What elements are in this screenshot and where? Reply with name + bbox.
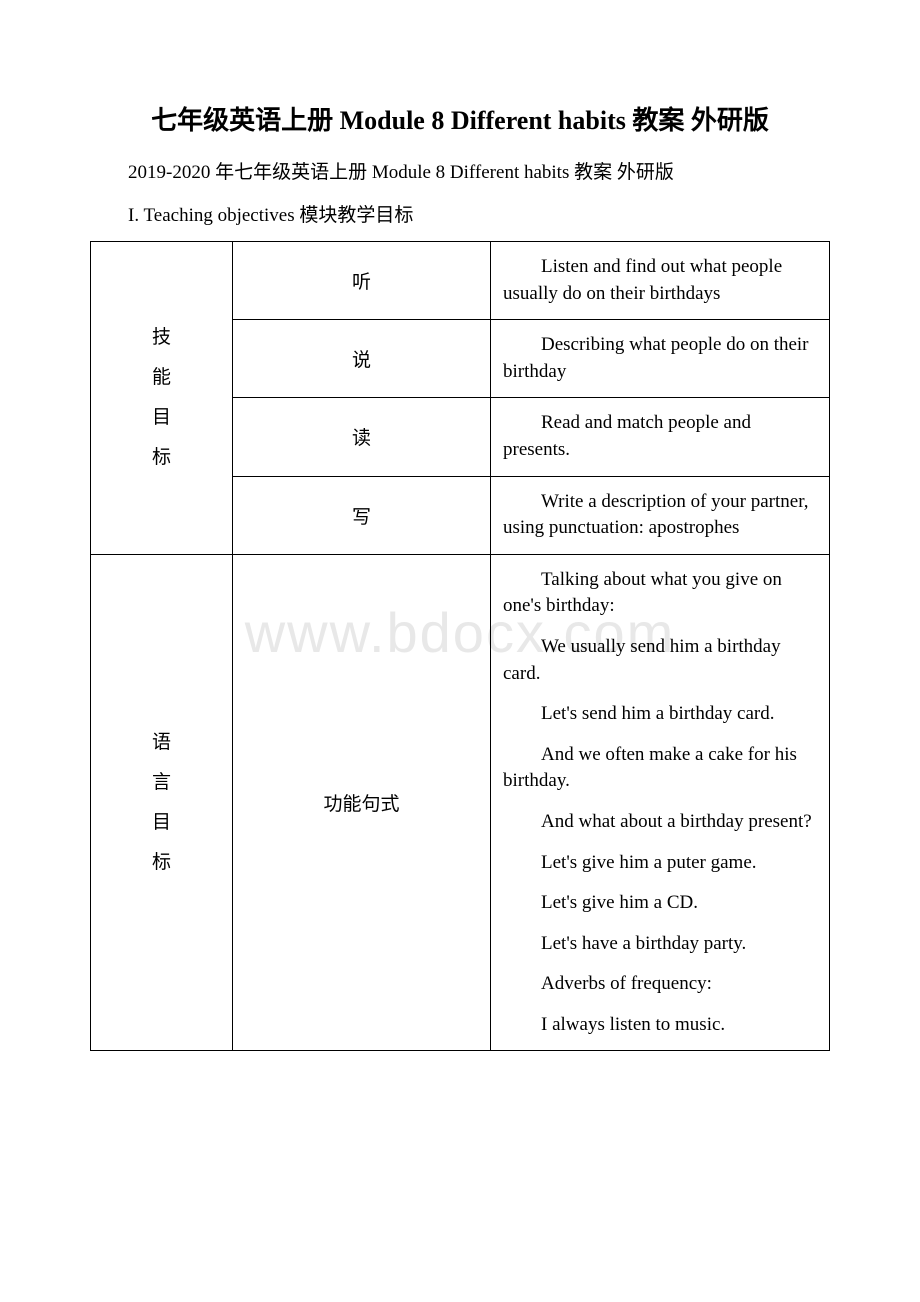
content-paragraph: Listen and find out what people usually … (503, 254, 817, 307)
skill-speak-content: Describing what people do on their birth… (491, 320, 830, 398)
content-paragraph: Read and match people and presents. (503, 410, 817, 463)
function-sentence-label: 功能句式 (233, 554, 491, 1051)
label-char: 标 (99, 438, 224, 478)
section-header: I. Teaching objectives 模块教学目标 (90, 200, 830, 227)
label-char: 技 (99, 318, 224, 358)
skill-write-label: 写 (233, 476, 491, 554)
skill-listen-label: 听 (233, 242, 491, 320)
content-paragraph: And what about a birthday present? (503, 809, 817, 836)
page-title: 七年级英语上册 Module 8 Different habits 教案 外研版 (90, 100, 830, 137)
function-sentence-content: Talking about what you give on one's bir… (491, 554, 830, 1051)
skill-objectives-label: 技 能 目 标 (91, 242, 233, 555)
skill-read-label: 读 (233, 398, 491, 476)
skill-speak-label: 说 (233, 320, 491, 398)
table-row: 技 能 目 标 听 Listen and find out what peopl… (91, 242, 830, 320)
content-paragraph: Let's send him a birthday card. (503, 701, 817, 728)
label-char: 语 (99, 723, 224, 763)
label-char: 目 (99, 803, 224, 843)
content-paragraph: Adverbs of frequency: (503, 971, 817, 998)
skill-write-content: Write a description of your partner, usi… (491, 476, 830, 554)
content-paragraph: Write a description of your partner, usi… (503, 489, 817, 542)
content-paragraph: We usually send him a birthday card. (503, 634, 817, 687)
content-paragraph: And we often make a cake for his birthda… (503, 742, 817, 795)
content-paragraph: Talking about what you give on one's bir… (503, 567, 817, 620)
content-paragraph: Let's give him a puter game. (503, 850, 817, 877)
content-paragraph: Let's give him a CD. (503, 890, 817, 917)
skill-listen-content: Listen and find out what people usually … (491, 242, 830, 320)
label-char: 标 (99, 843, 224, 883)
subtitle-text: 2019-2020 年七年级英语上册 Module 8 Different ha… (90, 157, 830, 184)
label-char: 目 (99, 398, 224, 438)
content-paragraph: I always listen to music. (503, 1012, 817, 1039)
label-char: 能 (99, 358, 224, 398)
content-paragraph: Describing what people do on their birth… (503, 332, 817, 385)
language-objectives-label: 语 言 目 标 (91, 554, 233, 1051)
content-paragraph: Let's have a birthday party. (503, 931, 817, 958)
table-row: 语 言 目 标 功能句式 Talking about what you give… (91, 554, 830, 1051)
objectives-table: 技 能 目 标 听 Listen and find out what peopl… (90, 241, 830, 1051)
label-char: 言 (99, 763, 224, 803)
skill-read-content: Read and match people and presents. (491, 398, 830, 476)
